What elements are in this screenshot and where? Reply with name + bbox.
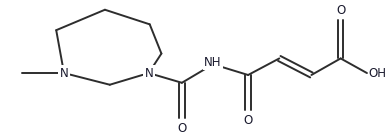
- Text: N: N: [144, 67, 153, 80]
- Text: O: O: [244, 114, 253, 127]
- Text: O: O: [177, 122, 186, 135]
- Text: NH: NH: [204, 56, 222, 69]
- Text: N: N: [60, 67, 68, 80]
- Text: OH: OH: [368, 67, 386, 80]
- Text: O: O: [336, 4, 345, 17]
